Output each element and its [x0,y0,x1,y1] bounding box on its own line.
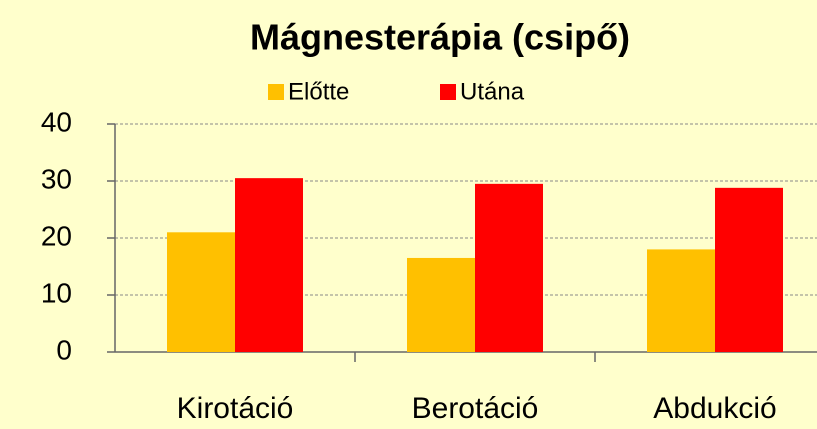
x-tick-label: Abdukció [653,392,776,425]
legend-swatch [268,84,284,100]
x-tick-label: Kirotáció [177,392,294,425]
legend-label: Előtte [288,78,349,105]
bar [167,232,235,352]
legend-swatch [440,84,456,100]
bar [715,187,783,352]
chart-title: Mágnesterápia (csipő) [250,17,630,58]
y-tick-label: 10 [41,277,72,308]
y-tick-label: 30 [41,163,72,194]
bar [475,183,543,352]
legend-label: Utána [460,78,525,105]
bar [235,178,303,352]
bar [647,249,715,352]
bar [407,257,475,352]
y-tick-label: 40 [41,106,72,137]
y-tick-label: 0 [56,334,72,365]
y-tick-label: 20 [41,220,72,251]
x-tick-label: Berotáció [412,392,539,425]
